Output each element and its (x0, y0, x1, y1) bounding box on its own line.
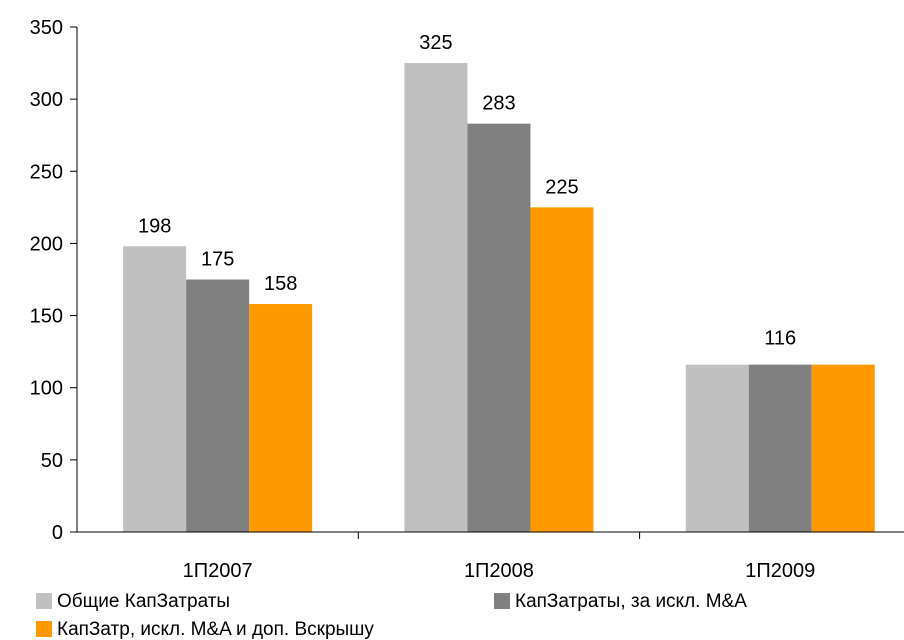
y-tick-label: 250 (30, 161, 63, 183)
data-label-2-1: 325 (419, 32, 452, 54)
legend-label-1: Общие КапЗатраты (57, 591, 230, 612)
bar-2-2 (467, 123, 531, 533)
bars-layer (123, 63, 875, 533)
x-tick-label: 1П2009 (745, 560, 815, 582)
bar-1-1 (123, 246, 187, 533)
y-tick-label: 50 (41, 450, 63, 472)
bar-3-3 (811, 364, 875, 532)
x-tick-label: 1П2007 (183, 560, 253, 582)
bar-3-2 (748, 364, 812, 532)
bar-2-3 (530, 207, 594, 532)
data-label-2-2: 283 (482, 93, 515, 115)
legend-swatch-2 (494, 593, 510, 609)
bar-2-1 (404, 63, 468, 532)
data-labels-layer: 198 175 158 325 283 225 116 (138, 32, 796, 350)
data-label-1-2: 175 (201, 249, 234, 271)
y-tick-label: 100 (30, 378, 63, 400)
y-tick-label: 0 (52, 522, 63, 544)
y-tick-label: 150 (30, 306, 63, 328)
data-label-1-3: 158 (264, 273, 297, 295)
data-label-3: 116 (764, 328, 796, 350)
y-tick-label: 350 (30, 17, 63, 39)
bar-1-2 (186, 279, 250, 532)
legend-label-3: КапЗатр, искл. M&A и доп. Вскрышу (57, 619, 374, 640)
legend-label-2: КапЗатраты, за искл. M&A (515, 591, 747, 612)
legend-swatch-3 (36, 621, 52, 637)
bar-1-3 (249, 304, 313, 532)
data-label-2-3: 225 (545, 176, 578, 198)
y-tick-label: 200 (30, 233, 63, 255)
legend: Общие КапЗатраты КапЗатраты, за искл. M&A… (36, 591, 747, 640)
bar-3-1 (685, 364, 749, 532)
data-label-1-1: 198 (138, 215, 171, 237)
axes-layer: 0 50 100 150 200 250 300 350 1П2007 1П2008 1П2009 (30, 17, 904, 582)
y-tick-label: 300 (30, 89, 63, 111)
x-tick-label: 1П2008 (464, 560, 534, 582)
legend-swatch-1 (36, 593, 52, 609)
